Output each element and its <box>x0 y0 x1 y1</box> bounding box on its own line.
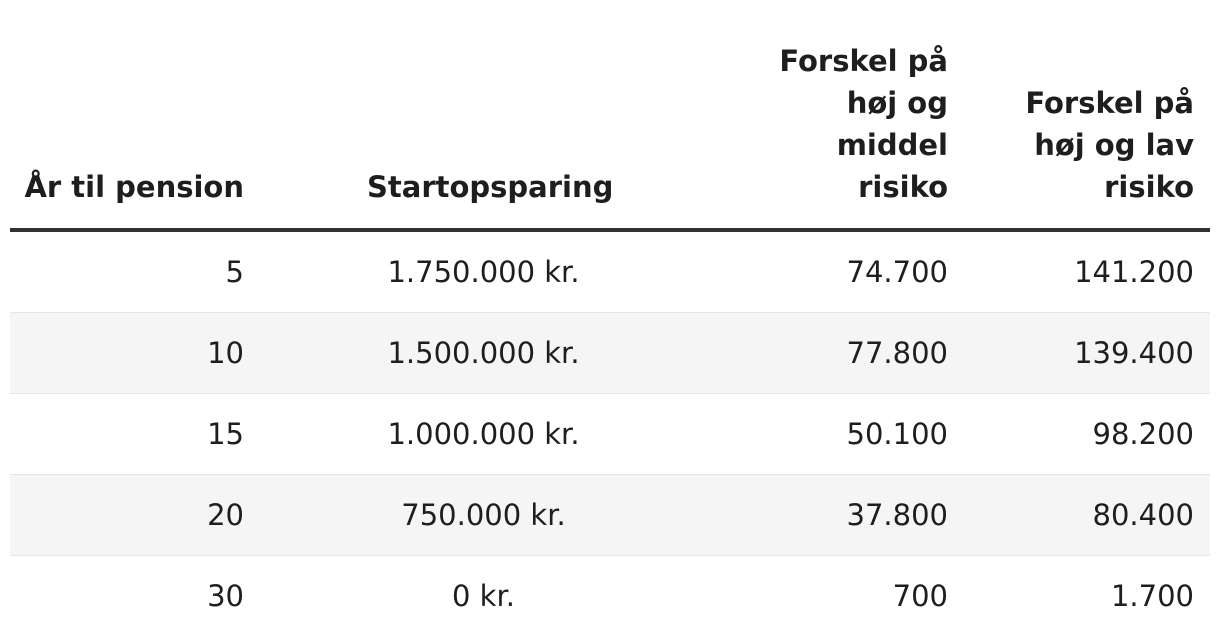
cell-years: 5 <box>10 230 245 313</box>
table-row: 30 0 kr. 700 1.700 <box>10 556 1210 637</box>
pension-risk-table-container: År til pension Startopsparing Forskel på… <box>10 0 1210 636</box>
cell-diff-middle: 700 <box>892 579 948 613</box>
cell-diff-middle: 74.700 <box>600 230 955 313</box>
table-row: 15 1.000.000 kr. 50.100 98.200 <box>10 393 1210 475</box>
header-years-to-pension: År til pension <box>10 0 245 232</box>
cell-diff-low: 98.200 <box>955 393 1210 475</box>
cell-diff-low: 1.700 <box>1110 579 1194 613</box>
cell-start-savings: 0 kr. <box>452 579 515 613</box>
cell-diff-middle: 50.100 <box>600 393 955 475</box>
cell-diff-middle: 77.800 <box>600 312 955 394</box>
header-diff-high-middle-risk-label: Forskel på høj og middel risiko <box>779 44 948 204</box>
cell-start-savings: 1.750.000 kr. <box>245 230 600 313</box>
header-start-savings: Startopsparing <box>245 0 613 232</box>
cell-years: 15 <box>10 393 245 475</box>
header-diff-high-middle-risk: Forskel på høj og middel risiko <box>600 0 955 232</box>
cell-start-savings: 1.500.000 kr. <box>245 312 600 394</box>
header-diff-high-low-risk: Forskel på høj og lav risiko <box>955 0 1210 232</box>
table-row: 5 1.750.000 kr. 74.700 141.200 <box>10 230 1210 313</box>
cell-diff-low: 139.400 <box>955 312 1210 394</box>
table-row: 10 1.500.000 kr. 77.800 139.400 <box>10 312 1210 394</box>
cell-years: 10 <box>10 312 245 394</box>
cell-diff-low: 80.400 <box>955 474 1210 556</box>
header-row: År til pension Startopsparing Forskel på… <box>10 0 1210 232</box>
cell-years: 20 <box>10 474 245 556</box>
header-diff-high-low-risk-label: Forskel på høj og lav risiko <box>1025 86 1194 204</box>
cell-diff-middle: 37.800 <box>600 474 955 556</box>
table-header: År til pension Startopsparing Forskel på… <box>10 0 1210 232</box>
table-body: 5 1.750.000 kr. 74.700 141.200 10 1.500.… <box>10 230 1210 636</box>
pension-risk-table: År til pension Startopsparing Forskel på… <box>10 0 1210 636</box>
cell-diff-low: 141.200 <box>955 230 1210 313</box>
cell-years: 30 <box>207 579 244 613</box>
table-row: 20 750.000 kr. 37.800 80.400 <box>10 474 1210 556</box>
cell-start-savings: 750.000 kr. <box>245 474 600 556</box>
cell-start-savings: 1.000.000 kr. <box>245 393 600 475</box>
